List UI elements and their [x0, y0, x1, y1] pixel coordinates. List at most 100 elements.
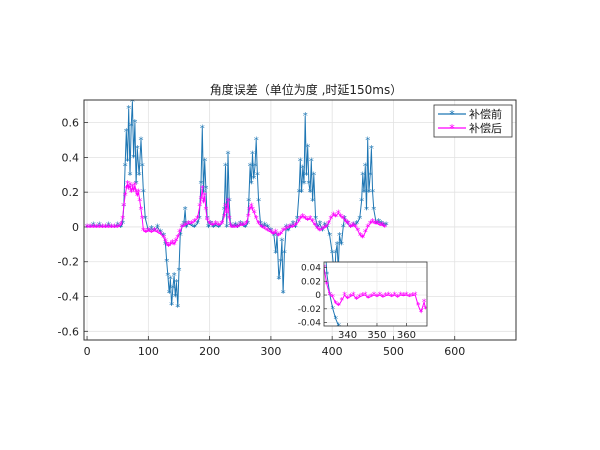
series-2-point: * — [355, 226, 360, 237]
series-2-point: * — [353, 223, 358, 234]
inset-series-1-point: * — [331, 305, 336, 315]
series-2-point: * — [249, 202, 254, 213]
series-2-point: * — [124, 184, 129, 195]
series-1-point: * — [222, 205, 227, 216]
inset-y-tick-label: 0 — [315, 291, 321, 301]
series-2-point: * — [91, 223, 96, 234]
inset-series-2-point: * — [386, 291, 391, 301]
series-1-point: * — [288, 223, 293, 234]
series-2-point: * — [85, 223, 90, 234]
series-2-point: * — [175, 233, 180, 244]
inset-series-line-2 — [324, 267, 426, 314]
inset-series-2-point: * — [384, 292, 389, 302]
series-1-point: * — [240, 221, 245, 232]
inset-series-2-point: * — [360, 292, 365, 302]
series-1-point: * — [339, 240, 344, 251]
series-1-point: * — [238, 219, 243, 230]
inset-series-2-point: * — [354, 295, 359, 305]
inset-series-2-point: * — [404, 291, 409, 301]
series-1-point: * — [357, 214, 362, 225]
series-1-point: * — [258, 219, 263, 230]
inset-series-2-point: * — [378, 291, 383, 301]
series-2-point: * — [276, 231, 281, 242]
series-1-point: * — [178, 231, 183, 242]
series-2-point: * — [200, 184, 205, 195]
series-1-point: * — [219, 219, 224, 230]
series-line-1 — [87, 101, 387, 308]
series-2-point: * — [262, 224, 267, 235]
series-1-point: * — [132, 118, 137, 129]
series-2-point: * — [321, 224, 326, 235]
series-1-point: * — [223, 162, 228, 173]
series-2-point: * — [183, 221, 188, 232]
series-2-point: * — [271, 229, 276, 240]
inset-series-2-point: * — [401, 292, 406, 302]
inset-series-2-point: * — [351, 291, 356, 301]
inset-x-tick-label: 340 — [338, 330, 357, 341]
series-2-point: * — [141, 226, 146, 237]
inset-series-1-point: * — [336, 322, 341, 332]
series-1-point: * — [189, 221, 194, 232]
series-1-point: * — [202, 156, 207, 167]
series-1-point: * — [164, 257, 169, 268]
series-2-point: * — [88, 223, 93, 234]
inset-series-2-point: * — [416, 301, 421, 311]
series-2-point: * — [313, 221, 318, 232]
series-1-point: * — [282, 249, 287, 260]
series-2-point: * — [360, 233, 365, 244]
series-2-point: * — [129, 188, 134, 199]
plot-area — [84, 100, 516, 340]
series-1-point: * — [251, 174, 256, 185]
grid — [84, 100, 516, 340]
series-1-point: * — [130, 97, 135, 108]
inset-y-tick-label: -0.04 — [298, 319, 322, 329]
series-2-point: * — [180, 223, 185, 234]
series-1-point: * — [106, 221, 111, 232]
series-2-point: * — [94, 223, 99, 234]
legend-label-series-1: 补偿前 — [469, 107, 502, 121]
series-1-point: * — [201, 188, 206, 199]
series-1-point: * — [143, 214, 148, 225]
series-1-point: * — [306, 179, 311, 190]
series-2-point: * — [118, 221, 123, 232]
inset-frame — [323, 261, 428, 327]
series-2-point: * — [202, 191, 207, 202]
series-2-point: * — [120, 214, 125, 225]
series-2-point: * — [293, 221, 298, 232]
series-2-point: * — [382, 223, 387, 234]
series-2-point: * — [343, 217, 348, 228]
chart-title: 角度误差（单位为度 ,时延150ms） — [210, 82, 402, 97]
series-2-point: * — [380, 221, 385, 232]
series-1-point: * — [125, 156, 130, 167]
series-1-point: * — [118, 223, 123, 234]
series-2-point: * — [226, 196, 231, 207]
x-tick-label: 500 — [383, 345, 404, 358]
series-2-point: * — [363, 228, 368, 239]
inset-series-2-point: * — [392, 291, 397, 301]
series-1-point: * — [360, 170, 365, 181]
series-1-point: * — [246, 196, 251, 207]
series-1-point: * — [260, 223, 265, 234]
series-1-point: * — [200, 123, 205, 134]
series-2-point: * — [290, 223, 295, 234]
series-1-point: * — [273, 249, 278, 260]
series-1-point: * — [100, 223, 105, 234]
series-2-point: * — [115, 223, 120, 234]
series-2-point: * — [324, 223, 329, 234]
inset-series-2-point: * — [389, 292, 394, 302]
series-2-point: * — [238, 221, 243, 232]
series-2-point: * — [205, 216, 210, 227]
series-2-point: * — [273, 228, 278, 239]
series-2-point: * — [203, 205, 208, 216]
series-2-point: * — [281, 226, 286, 237]
series-1-point: * — [299, 188, 304, 199]
series-2-point: * — [252, 209, 257, 220]
inset-series-2-point: * — [422, 298, 427, 308]
series-1-point: * — [337, 231, 342, 242]
series-1-point: * — [276, 275, 281, 286]
series-1-point: * — [362, 188, 367, 199]
x-tick-label: 600 — [444, 345, 465, 358]
series-2-point: * — [149, 228, 154, 239]
series-1-point: * — [203, 184, 208, 195]
